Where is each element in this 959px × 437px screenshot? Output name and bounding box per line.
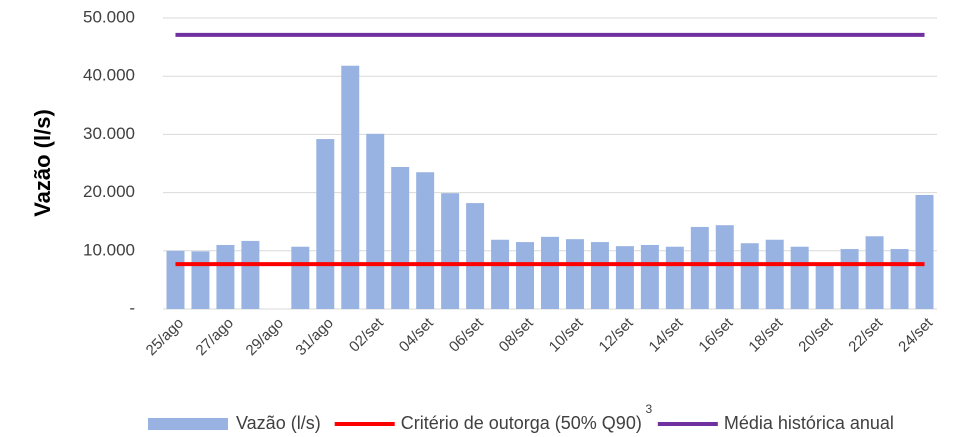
bar	[640, 244, 659, 309]
bar	[865, 236, 884, 309]
bar	[291, 246, 310, 309]
bar	[366, 133, 385, 309]
x-tick-label: 24/set	[895, 314, 937, 356]
bar	[341, 65, 360, 309]
bar	[915, 194, 934, 309]
x-tick-label: 12/set	[596, 314, 638, 356]
x-tick-label: 10/set	[546, 314, 588, 356]
y-tick-label: 20.000	[83, 182, 135, 201]
bar	[690, 226, 709, 309]
x-tick-label: 14/set	[646, 314, 688, 356]
bar	[216, 244, 235, 309]
y-axis-title: Vazão (l/s)	[30, 109, 55, 217]
bar	[890, 249, 909, 309]
legend-swatch	[148, 418, 228, 430]
x-tick-label: 16/set	[695, 314, 737, 356]
bar	[241, 240, 260, 309]
y-tick-label: 30.000	[83, 124, 135, 143]
bar	[565, 239, 584, 309]
bar	[590, 242, 609, 309]
bar	[615, 246, 634, 309]
bar	[541, 236, 559, 309]
x-tick-label: 06/set	[446, 314, 488, 356]
x-tick-label: 29/ago	[243, 315, 287, 359]
bar	[316, 139, 335, 309]
bar	[840, 249, 859, 309]
bar	[665, 246, 684, 309]
x-tick-label: 27/ago	[193, 315, 237, 359]
legend-label: Critério de outorga (50% Q90)	[401, 413, 642, 433]
bar	[516, 242, 535, 309]
y-tick-label: 10.000	[83, 240, 135, 259]
bar	[441, 193, 460, 309]
bar	[740, 243, 759, 309]
x-tick-label: 22/set	[845, 314, 887, 356]
x-tick-label: 08/set	[496, 314, 538, 356]
bar	[166, 250, 185, 309]
bar	[815, 264, 834, 309]
legend-label: Média histórica anual	[724, 413, 894, 433]
bar	[491, 239, 510, 309]
bar	[191, 251, 210, 309]
y-tick-label: 50.000	[83, 7, 135, 26]
legend-label: Vazão (l/s)	[236, 413, 321, 433]
x-tick-label: 31/ago	[292, 315, 336, 359]
bar	[391, 166, 410, 309]
x-tick-label: 18/set	[745, 314, 787, 356]
legend-note: 3	[645, 402, 652, 416]
bar	[715, 225, 734, 309]
x-tick-label: 02/set	[346, 314, 388, 356]
x-tick-label: 04/set	[396, 314, 438, 356]
x-tick-label: 25/ago	[143, 315, 187, 359]
bar	[790, 246, 809, 309]
bar	[765, 239, 784, 309]
x-tick-label: 20/set	[795, 314, 837, 356]
bar	[466, 203, 485, 309]
bar	[416, 172, 435, 309]
y-tick-label: -	[129, 298, 135, 317]
y-tick-label: 40.000	[83, 66, 135, 85]
